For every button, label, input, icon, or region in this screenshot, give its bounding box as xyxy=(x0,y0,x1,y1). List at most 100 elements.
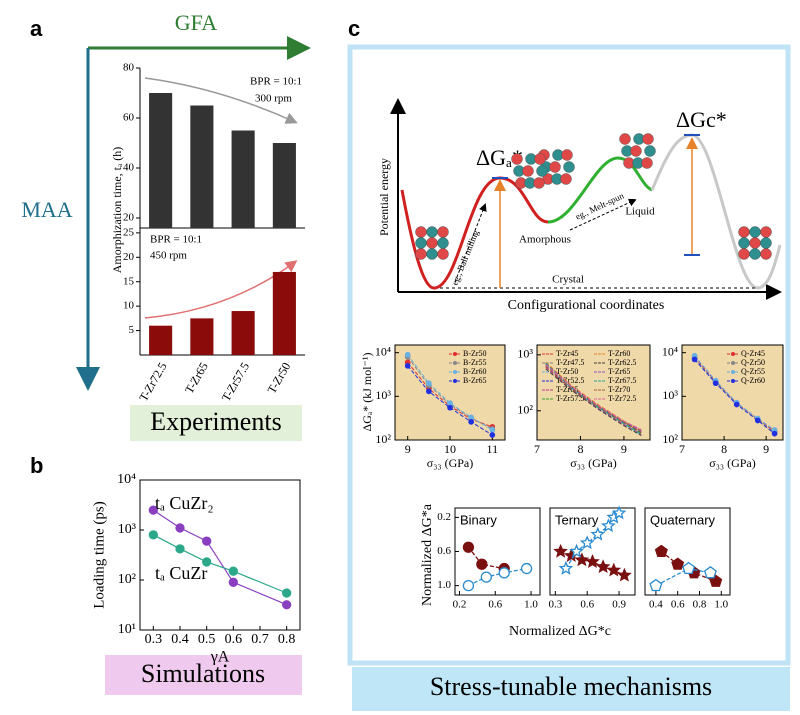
plot-area xyxy=(139,479,301,631)
marker xyxy=(228,577,238,587)
marker xyxy=(468,414,475,421)
x-tick-label: 0.6 xyxy=(488,599,502,611)
legend-label: T-Zr65 xyxy=(608,367,630,376)
marker xyxy=(691,356,698,363)
banner xyxy=(352,667,790,711)
bar xyxy=(272,271,296,355)
x-tick-label: 7 xyxy=(679,442,685,456)
y-axis-label: Amorphization time, tₐ (h) xyxy=(110,147,124,274)
x-tick-label: 0.8 xyxy=(693,599,707,611)
barrier-label: ΔGc* xyxy=(676,107,727,132)
x-tick-label: 0.7 xyxy=(251,632,269,647)
marker xyxy=(425,388,432,395)
x-tick-label: 0.4 xyxy=(649,599,663,611)
x-tick-label: T-Zr65 xyxy=(182,360,211,396)
route-arrow xyxy=(569,198,637,231)
state-label: Crystal xyxy=(552,274,584,286)
y-tick-label: 5 xyxy=(129,324,135,336)
y-tick-label: 1.0 xyxy=(437,579,451,591)
marker xyxy=(558,560,574,575)
x-axis-label: Configurational coordinates xyxy=(508,298,665,313)
state-label: Liquid xyxy=(625,206,655,218)
x-tick-label: 0.8 xyxy=(278,632,296,647)
marker xyxy=(148,505,158,515)
x-axis-label: σ₃₃ (GPa) xyxy=(427,456,474,470)
y-tick-label: 20 xyxy=(123,212,135,224)
atom xyxy=(563,161,575,173)
y-tick-label: 10¹ xyxy=(118,622,136,637)
legend-label: Q-Zr60 xyxy=(741,376,765,385)
bar xyxy=(272,143,296,228)
trend-arrow xyxy=(144,260,298,319)
bar xyxy=(190,318,214,355)
marker xyxy=(649,578,663,592)
x-tick-label: 1.0 xyxy=(714,599,728,611)
trend-arrow xyxy=(144,77,298,124)
y-tick-label: 80 xyxy=(123,62,135,74)
legend-marker xyxy=(453,352,457,356)
marker xyxy=(590,526,606,541)
atom xyxy=(561,149,573,161)
series-line xyxy=(545,364,642,431)
series-label: tₐ CuZr xyxy=(155,563,207,583)
annotation: BPR = 10:1 xyxy=(150,234,202,246)
y-tick-label: 10³ xyxy=(375,388,391,402)
x-axis-label: σ₃₃ (GPa) xyxy=(709,456,756,470)
legend-marker xyxy=(453,361,457,365)
banner xyxy=(105,655,302,695)
marker xyxy=(447,404,453,411)
bar xyxy=(149,325,173,355)
x-tick-label: T-Zr72.5 xyxy=(136,360,169,404)
bar xyxy=(231,130,255,228)
marker xyxy=(606,562,622,577)
marker xyxy=(404,351,411,358)
x-tick-label: 0.9 xyxy=(612,599,626,611)
plot-area xyxy=(394,344,506,441)
atom xyxy=(630,145,642,157)
marker xyxy=(404,362,411,369)
y-tick-label: 10² xyxy=(375,432,391,446)
legend-marker xyxy=(731,352,735,356)
marker xyxy=(480,571,492,583)
series-line xyxy=(545,366,642,435)
legend-marker xyxy=(453,370,457,374)
atom xyxy=(760,248,772,260)
legend-label: Q-Zr50 xyxy=(741,358,765,367)
legend-marker xyxy=(453,379,457,383)
marker xyxy=(553,543,568,558)
series-line xyxy=(545,368,642,437)
atom xyxy=(760,226,772,238)
y-tick-label: 60 xyxy=(123,112,135,124)
energy-curve xyxy=(650,133,782,290)
atom xyxy=(749,248,761,260)
x-tick-label: 0.3 xyxy=(145,632,163,647)
x-tick-label: 10 xyxy=(444,442,456,456)
atom xyxy=(511,153,523,165)
marker xyxy=(175,544,185,554)
y-tick-label: 40 xyxy=(123,162,135,174)
marker xyxy=(476,558,488,570)
legend-label: Q-Zr55 xyxy=(741,367,765,376)
y-axis-label: ΔGₐ* (kJ mol⁻¹) xyxy=(360,353,374,432)
series-line xyxy=(545,365,642,433)
legend-label: T-Zr52.5 xyxy=(556,376,584,385)
y-tick-label: 10⁴ xyxy=(117,472,136,487)
marker xyxy=(771,430,778,437)
y-tick-label: 0.2 xyxy=(437,511,451,523)
legend-label: T-Zr72.5 xyxy=(608,394,636,403)
marker xyxy=(574,552,590,567)
y-tick-label: 10² xyxy=(118,572,136,587)
bar xyxy=(190,105,214,228)
marker xyxy=(447,400,453,406)
banner-text: Stress-tunable mechanisms xyxy=(430,672,712,701)
x-tick-label: T-Zr50 xyxy=(264,360,293,396)
marker xyxy=(671,557,685,570)
atom xyxy=(415,248,427,260)
marker xyxy=(202,536,212,546)
marker xyxy=(489,427,496,433)
x-tick-label: 0.6 xyxy=(580,599,594,611)
series-line xyxy=(468,567,527,587)
y-tick-label: 10³ xyxy=(662,388,678,402)
y-tick-label: 20 xyxy=(123,251,135,263)
panel-title: Ternary xyxy=(555,512,599,527)
